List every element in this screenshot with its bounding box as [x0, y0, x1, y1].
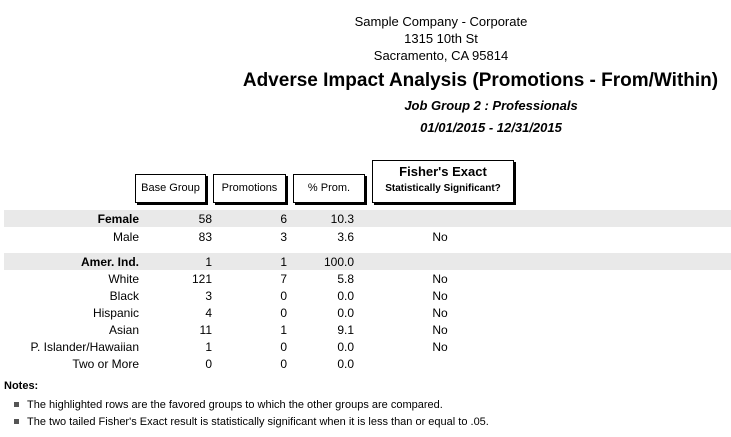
base-group-value: 1 — [205, 255, 212, 269]
table-row: White 121 7 5.8 No — [4, 270, 731, 287]
pct-prom-value: 10.3 — [330, 212, 354, 226]
pct-prom-value: 3.6 — [337, 230, 354, 244]
report-title: Adverse Impact Analysis (Promotions - Fr… — [242, 70, 719, 91]
pct-prom-value: 0.0 — [337, 306, 354, 320]
table-row: Hispanic 4 0 0.0 No — [4, 304, 731, 321]
column-header-base-group: Base Group — [135, 174, 206, 203]
base-group-value: 3 — [205, 289, 212, 303]
pct-prom-value: 0.0 — [337, 357, 354, 371]
job-group: Job Group 2 : Professionals — [404, 98, 578, 113]
promotions-value: 0 — [280, 289, 287, 303]
company-name: Sample Company - Corporate — [354, 14, 528, 29]
bullet-icon — [14, 401, 19, 407]
row-label: P. Islander/Hawaiian — [30, 340, 139, 354]
fishers-value: No — [432, 306, 448, 320]
fishers-subtitle: Statistically Significant? — [385, 183, 501, 194]
table-row: Asian 11 1 9.1 No — [4, 321, 731, 338]
base-group-value: 11 — [199, 323, 212, 337]
base-group-value: 1 — [205, 340, 212, 354]
promotions-value: 0 — [280, 306, 287, 320]
row-label: Male — [112, 230, 139, 244]
table-row: Male 83 3 3.6 No — [4, 228, 731, 245]
company-street: 1315 10th St — [404, 31, 478, 46]
promotions-value: 6 — [280, 212, 287, 226]
table-row: Black 3 0 0.0 No — [4, 287, 731, 304]
base-group-value: 83 — [198, 230, 212, 244]
base-group-value: 0 — [205, 357, 212, 371]
table-row: Amer. Ind. 1 1 100.0 — [4, 253, 731, 270]
promotions-value: 1 — [280, 255, 287, 269]
fishers-value: No — [432, 289, 448, 303]
row-label: White — [108, 272, 139, 286]
date-range: 01/01/2015 - 12/31/2015 — [420, 120, 562, 135]
row-label: Hispanic — [92, 306, 139, 320]
column-header-promotions: Promotions — [213, 174, 286, 203]
pct-prom-value: 5.8 — [337, 272, 354, 286]
column-header-pct-prom: % Prom. — [293, 174, 365, 203]
promotions-value: 0 — [280, 357, 287, 371]
note-item: The two tailed Fisher's Exact result is … — [14, 415, 489, 429]
promotions-value: 1 — [280, 323, 287, 337]
pct-prom-value: 100.0 — [323, 255, 354, 269]
base-group-value: 58 — [198, 212, 212, 226]
company-city: Sacramento, CA 95814 — [373, 48, 509, 63]
table-row: Female 58 6 10.3 — [4, 210, 731, 227]
base-group-value: 4 — [205, 306, 212, 320]
table-row: P. Islander/Hawaiian 1 0 0.0 No — [4, 338, 731, 355]
promotions-value: 0 — [280, 340, 287, 354]
row-label: Female — [97, 212, 139, 226]
promotions-value: 3 — [280, 230, 287, 244]
fishers-value: No — [432, 230, 448, 244]
pct-prom-value: 0.0 — [337, 340, 354, 354]
fishers-title: Fisher's Exact — [399, 164, 487, 179]
column-header-fishers-exact: Fisher's Exact Statistically Significant… — [372, 160, 514, 203]
base-group-value: 121 — [191, 272, 212, 286]
pct-prom-value: 0.0 — [337, 289, 354, 303]
bullet-icon — [14, 418, 19, 424]
promotions-value: 7 — [280, 272, 287, 286]
fishers-value: No — [432, 323, 448, 337]
row-label: Asian — [108, 323, 139, 337]
note-item: The highlighted rows are the favored gro… — [14, 398, 443, 412]
table-row: Two or More 0 0 0.0 — [4, 355, 731, 372]
row-label: Black — [109, 289, 139, 303]
pct-prom-value: 9.1 — [337, 323, 354, 337]
fishers-value: No — [432, 272, 448, 286]
notes-title: Notes: — [4, 380, 39, 392]
fishers-value: No — [432, 340, 448, 354]
row-label: Amer. Ind. — [80, 255, 139, 269]
row-label: Two or More — [72, 357, 139, 371]
